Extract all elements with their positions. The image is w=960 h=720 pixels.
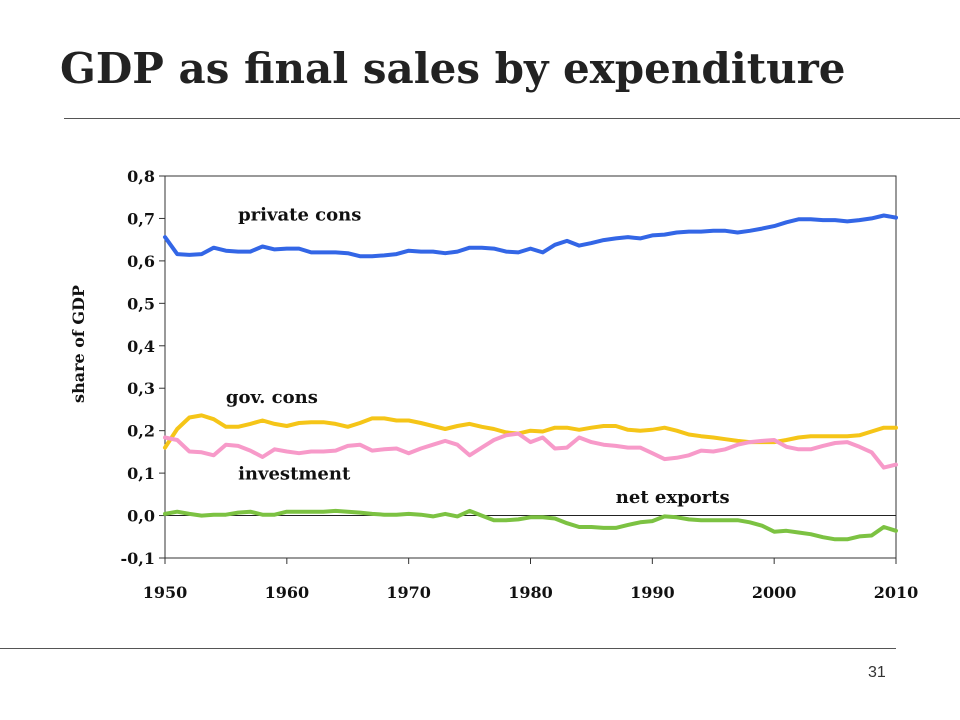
y-tick-label: 0,4 — [127, 337, 155, 356]
y-tick-label: 0,5 — [127, 294, 155, 313]
annotation-layer: private cons gov. cons investment net expor… — [226, 205, 730, 508]
slide-title: GDP as final sales by expenditure — [60, 44, 846, 93]
series-label-net-exports: net exports — [616, 487, 730, 508]
series-line-investment — [163, 431, 898, 470]
series-label-gov-cons: gov. cons — [226, 387, 318, 408]
y-tick-label: 0,3 — [127, 379, 155, 398]
title-divider — [64, 118, 960, 119]
x-tick-label: 2010 — [874, 583, 919, 602]
y-tick-label: 0,0 — [127, 507, 155, 526]
y-tick-label: -0,1 — [121, 549, 155, 568]
x-tick-label: 1950 — [143, 583, 188, 602]
footer-divider — [0, 648, 896, 649]
x-tick-label: 1970 — [386, 583, 431, 602]
y-tick-label: 0,1 — [127, 464, 155, 483]
x-tick-label: 1990 — [630, 583, 675, 602]
series-line-private-cons — [163, 213, 898, 259]
x-tick-label: 1960 — [265, 583, 310, 602]
x-axis: 1950 1960 1970 1980 1990 2000 2010 — [143, 515, 919, 602]
y-tick-label: 0,7 — [127, 209, 155, 228]
y-axis-label: share of GDP — [69, 285, 88, 403]
y-tick-label: 0,6 — [127, 252, 155, 271]
series-line-net-exports — [163, 508, 898, 542]
y-tick-label: 0,2 — [127, 422, 155, 441]
series-label-private-cons: private cons — [238, 205, 361, 226]
page-number: 31 — [868, 664, 886, 681]
x-tick-label: 2000 — [752, 583, 797, 602]
y-axis: 0,8 0,7 0,6 0,5 0,4 0,3 0,2 0,1 0,0 -0,1 — [121, 167, 165, 568]
series-layer — [163, 213, 898, 542]
y-tick-label: 0,8 — [127, 167, 155, 186]
x-tick-label: 1980 — [508, 583, 553, 602]
plot-area — [164, 175, 897, 559]
series-label-investment: investment — [238, 463, 351, 484]
